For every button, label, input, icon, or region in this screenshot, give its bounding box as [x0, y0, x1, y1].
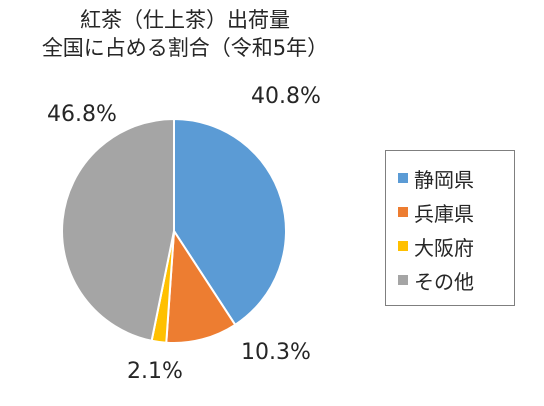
legend-swatch-hyogo	[398, 207, 408, 217]
legend-swatch-shizuoka	[398, 173, 408, 183]
legend-item-osaka: 大阪府	[386, 232, 474, 260]
chart-title-line-2: 全国に占める割合（令和5年）	[41, 36, 329, 60]
chart-title-line-1: 紅茶（仕上茶）出荷量	[80, 8, 290, 32]
slice-other	[61, 118, 175, 342]
data-label-shizuoka: 40.8%	[251, 84, 321, 109]
chart-legend: 静岡県 兵庫県 大阪府 その他	[385, 150, 515, 306]
legend-label-hyogo: 兵庫県	[414, 201, 474, 226]
data-label-other: 46.8%	[47, 102, 117, 127]
legend-label-osaka: 大阪府	[414, 235, 474, 260]
legend-label-shizuoka: 静岡県	[414, 167, 474, 192]
legend-item-other: その他	[386, 266, 474, 294]
legend-swatch-other	[398, 275, 408, 285]
legend-label-other: その他	[414, 269, 474, 294]
slice-hyogo	[165, 230, 237, 344]
legend-item-shizuoka: 静岡県	[386, 164, 474, 192]
legend-swatch-osaka	[398, 241, 408, 251]
data-label-osaka: 2.1%	[127, 359, 183, 384]
chart-title: 紅茶（仕上茶）出荷量 全国に占める割合（令和5年）	[0, 6, 370, 62]
data-label-hyogo: 10.3%	[241, 340, 311, 365]
legend-item-hyogo: 兵庫県	[386, 198, 474, 226]
